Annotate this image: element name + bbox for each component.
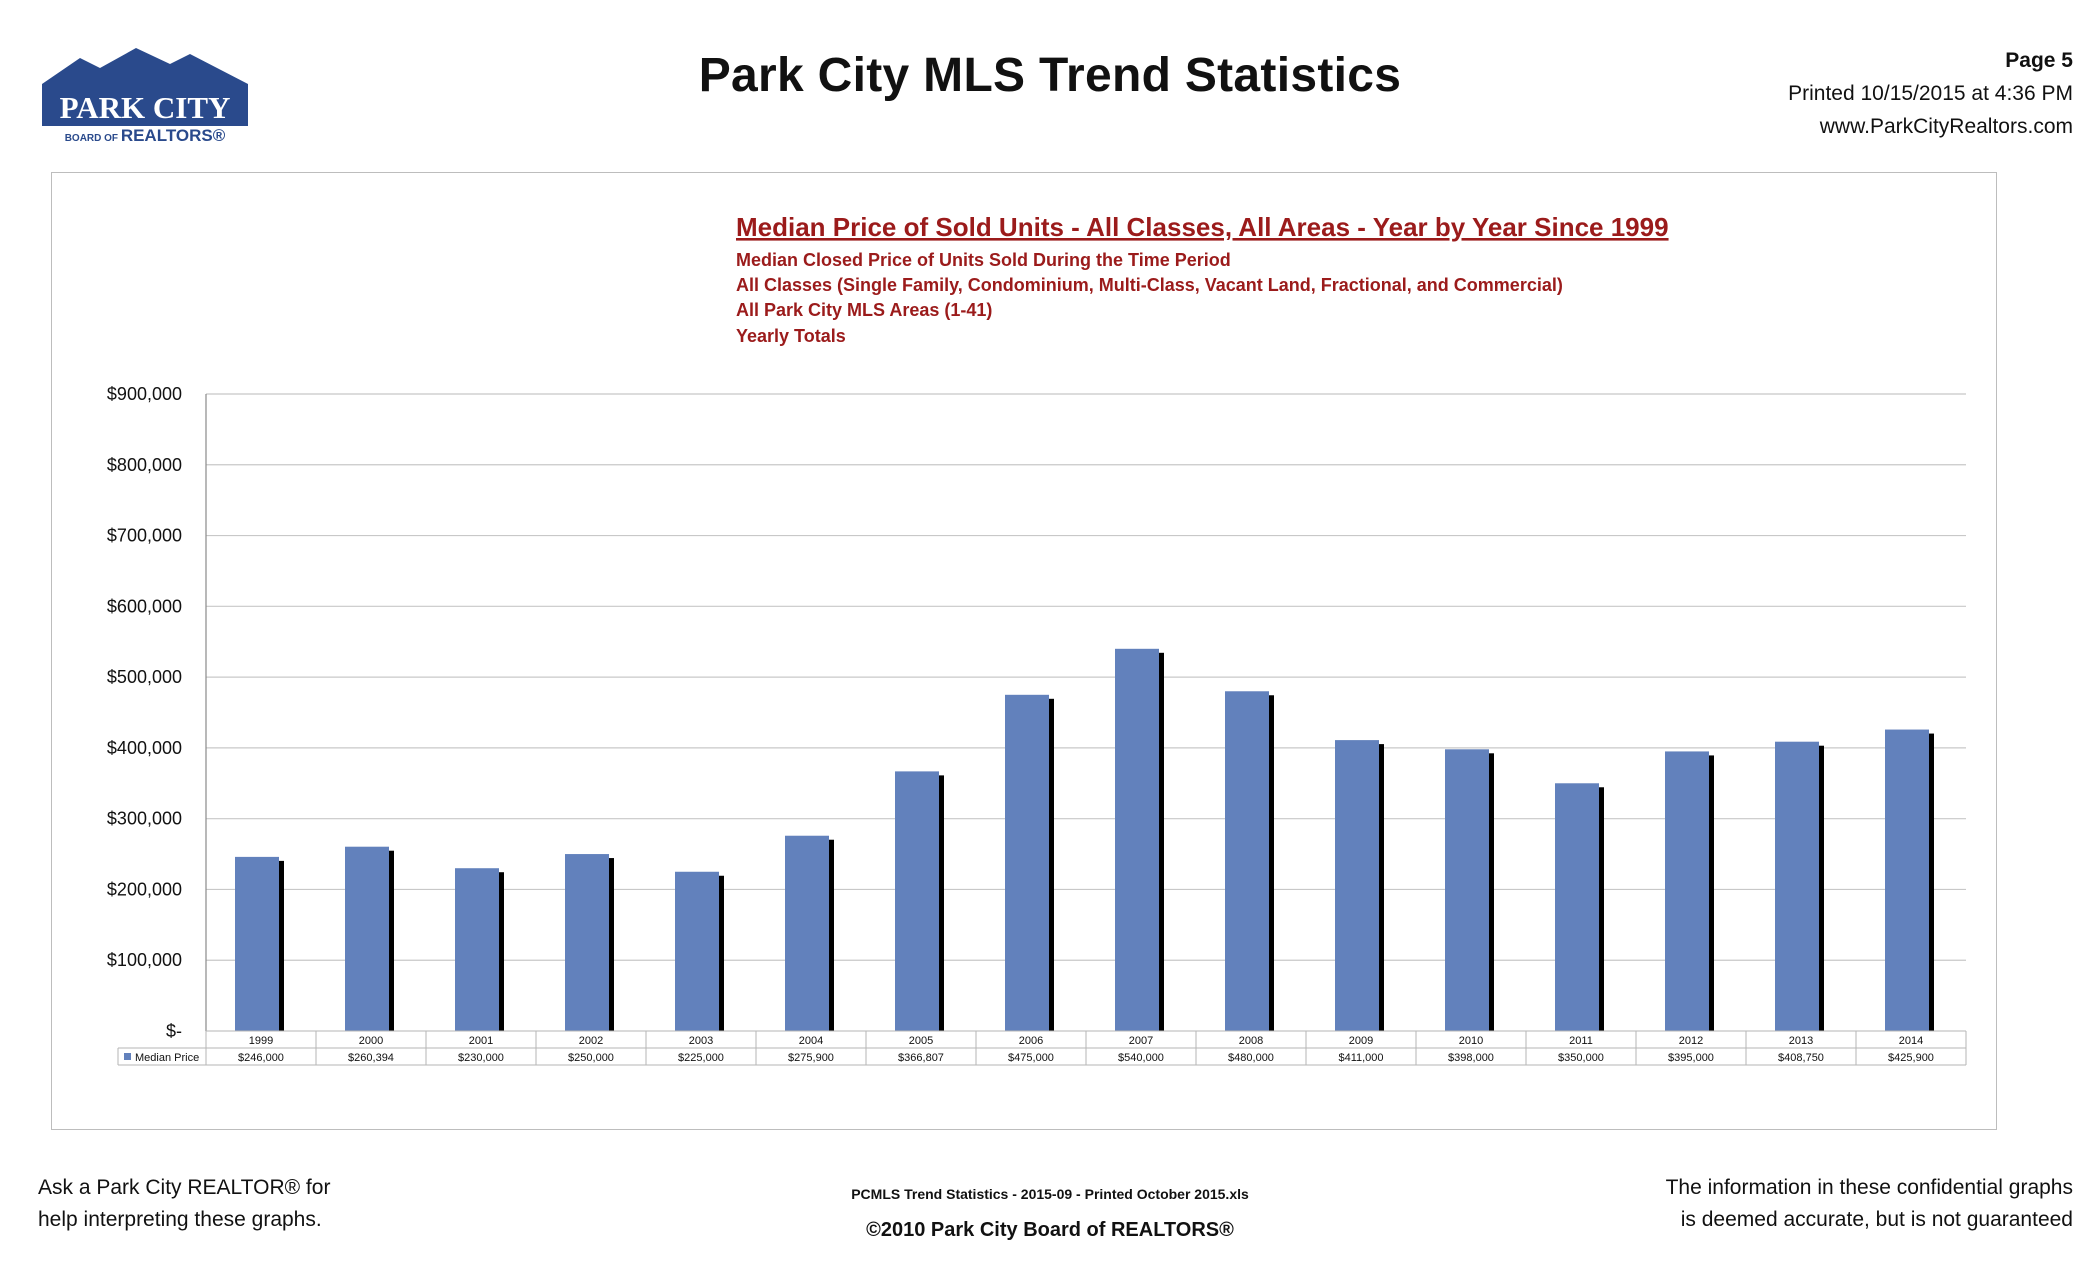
park-city-realtors-logo: PARK CITY BOARD OF REALTORS® [42, 48, 248, 145]
x-tick-label: 2005 [909, 1035, 933, 1047]
chart-subtitle-4: Yearly Totals [736, 326, 846, 346]
x-tick-label: 2002 [579, 1035, 603, 1047]
data-label: $260,394 [348, 1052, 394, 1064]
x-tick-label: 2006 [1019, 1035, 1043, 1047]
y-tick-label: $500,000 [107, 667, 182, 687]
y-tick-label: $- [166, 1021, 182, 1041]
footer-right-line-2: is deemed accurate, but is not guarantee… [1680, 1208, 2073, 1231]
page-number: Page 5 [2005, 49, 2073, 72]
bar [1005, 694, 1049, 1031]
page-info: Page 5 Printed 10/15/2015 at 4:36 PM www… [1788, 44, 2073, 143]
data-label: $225,000 [678, 1052, 724, 1064]
bar [1775, 741, 1819, 1031]
chart-subtitle-3: All Park City MLS Areas (1-41) [736, 300, 992, 320]
bar [895, 771, 939, 1031]
x-tick-label: 2011 [1569, 1035, 1593, 1047]
footer-center-note: PCMLS Trend Statistics - 2015-09 - Print… [0, 1178, 2100, 1246]
x-tick-label: 2012 [1679, 1035, 1703, 1047]
logo-board-of-text: BOARD OF [65, 133, 121, 144]
bar [1885, 729, 1929, 1031]
legend-label: Median Price [135, 1052, 199, 1064]
data-label: $246,000 [238, 1052, 284, 1064]
footer-left-line-2: help interpreting these graphs. [38, 1208, 322, 1231]
bar [1445, 749, 1489, 1031]
footer-filename: PCMLS Trend Statistics - 2015-09 - Print… [851, 1186, 1249, 1202]
bar [1665, 751, 1709, 1031]
data-label: $540,000 [1118, 1052, 1164, 1064]
data-label: $250,000 [568, 1052, 614, 1064]
data-label: $395,000 [1668, 1052, 1714, 1064]
chart-title: Median Price of Sold Units - All Classes… [736, 212, 1669, 242]
x-tick-label: 2008 [1239, 1035, 1263, 1047]
y-tick-label: $300,000 [107, 809, 182, 829]
data-label: $366,807 [898, 1052, 944, 1064]
chart-subtitle-2: All Classes (Single Family, Condominium,… [736, 275, 1563, 295]
website-link[interactable]: www.ParkCityRealtors.com [1819, 115, 2073, 138]
bar [675, 871, 719, 1031]
page-title: Park City MLS Trend Statistics [698, 49, 1402, 102]
svg-text:BOARD OF REALTORS®: BOARD OF REALTORS® [65, 126, 226, 145]
x-tick-label: 2007 [1129, 1035, 1153, 1047]
bar [785, 835, 829, 1031]
bar [1335, 740, 1379, 1031]
data-label: $275,900 [788, 1052, 834, 1064]
data-label: $411,000 [1338, 1052, 1383, 1064]
data-label: $398,000 [1448, 1052, 1494, 1064]
x-tick-label: 2004 [799, 1035, 823, 1047]
y-tick-label: $800,000 [107, 455, 182, 475]
y-tick-label: $600,000 [107, 596, 182, 616]
chart-frame: Median Price of Sold Units - All Classes… [51, 172, 1997, 1130]
data-label: $425,900 [1888, 1052, 1934, 1064]
printed-timestamp: Printed 10/15/2015 at 4:36 PM [1788, 82, 2073, 105]
x-tick-label: 2000 [359, 1035, 383, 1047]
bar [235, 856, 279, 1031]
footer-left-line-1: Ask a Park City REALTOR® for [38, 1176, 331, 1199]
footer-left-note: Ask a Park City REALTOR® for help interp… [38, 1172, 330, 1236]
x-tick-label: 1999 [249, 1035, 273, 1047]
y-tick-label: $900,000 [107, 384, 182, 404]
legend-swatch [124, 1053, 131, 1060]
footer-copyright: ©2010 Park City Board of REALTORS® [866, 1219, 1234, 1241]
bar [455, 868, 499, 1031]
x-tick-label: 2014 [1899, 1035, 1923, 1047]
y-tick-label: $400,000 [107, 738, 182, 758]
x-tick-label: 2010 [1459, 1035, 1483, 1047]
logo-park-city-text: PARK CITY [60, 90, 231, 125]
data-label: $350,000 [1558, 1052, 1604, 1064]
bar [345, 846, 389, 1031]
footer-right-line-1: The information in these confidential gr… [1665, 1176, 2073, 1199]
footer-right-disclaimer: The information in these confidential gr… [1666, 1172, 2073, 1236]
x-tick-label: 2003 [689, 1035, 713, 1047]
y-tick-label: $700,000 [107, 526, 182, 546]
data-label: $408,750 [1778, 1052, 1824, 1064]
bar [1555, 783, 1599, 1031]
y-tick-label: $200,000 [107, 879, 182, 899]
data-label: $475,000 [1008, 1052, 1054, 1064]
x-tick-label: 2001 [469, 1035, 493, 1047]
bar [1115, 648, 1159, 1031]
x-tick-label: 2013 [1789, 1035, 1813, 1047]
logo-realtors-text: REALTORS® [121, 126, 226, 145]
chart-subtitle-1: Median Closed Price of Units Sold During… [736, 250, 1231, 270]
chart-svg: Median Price of Sold Units - All Classes… [107, 212, 1967, 1066]
logo-mountains-shape [42, 48, 248, 126]
chart-plot-area: $- $100,000 $200,000 $300,000 $400,000 $500,0… [107, 384, 1967, 1066]
bar [565, 854, 609, 1031]
data-label: $230,000 [458, 1052, 504, 1064]
x-tick-label: 2009 [1349, 1035, 1373, 1047]
data-label: $480,000 [1228, 1052, 1274, 1064]
bar [1225, 691, 1269, 1031]
y-tick-label: $100,000 [107, 950, 182, 970]
